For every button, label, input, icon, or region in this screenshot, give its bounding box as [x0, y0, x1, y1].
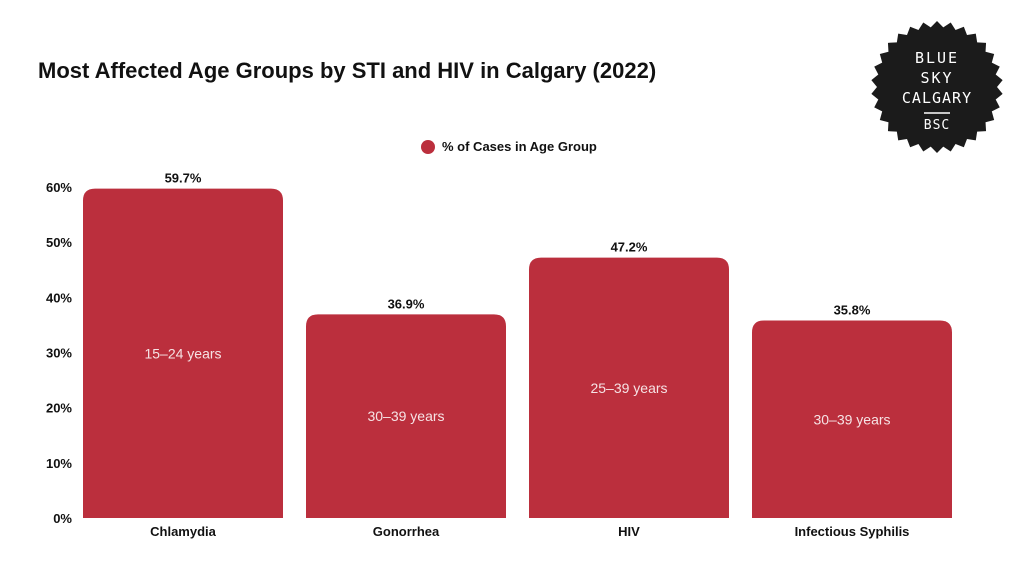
logo-monogram: BSC	[924, 118, 950, 133]
y-tick-label: 20%	[46, 401, 72, 416]
bar-age-label: 30–39 years	[813, 411, 890, 427]
y-tick-label: 50%	[46, 235, 72, 250]
blue-sky-calgary-logo: BLUE SKY CALGARY BSC	[871, 21, 1003, 153]
bar-chlamydia	[83, 188, 283, 518]
data-label: 59.7%	[165, 171, 202, 186]
legend-label: % of Cases in Age Group	[442, 139, 597, 154]
x-category-label: Chlamydia	[150, 524, 217, 539]
y-tick-label: 10%	[46, 456, 72, 471]
data-label: 47.2%	[611, 240, 648, 255]
bar-age-label: 30–39 years	[367, 408, 444, 424]
chart-title: Most Affected Age Groups by STI and HIV …	[38, 58, 657, 83]
logo-line-3: CALGARY	[902, 89, 972, 107]
bar-gonorrhea	[306, 314, 506, 518]
y-axis: 0% 10% 20% 30% 40% 50% 60%	[46, 180, 72, 526]
data-label: 35.8%	[834, 303, 871, 318]
logo-line-1: BLUE	[915, 49, 959, 67]
bar-hiv	[529, 257, 729, 518]
logo-line-2: SKY	[920, 69, 953, 87]
bars: 59.7% 15–24 years 36.9% 30–39 years 47.2% 25–…	[83, 171, 952, 518]
bar-age-label: 15–24 years	[144, 345, 221, 361]
bar-age-label: 25–39 years	[590, 380, 667, 396]
y-tick-label: 0%	[53, 511, 72, 526]
legend-swatch	[421, 140, 435, 154]
bar-infectious-syphilis	[752, 320, 952, 518]
x-category-label: HIV	[618, 524, 640, 539]
x-axis: Chlamydia Gonorrhea HIV Infectious Syphilis	[150, 524, 909, 539]
x-category-label: Gonorrhea	[373, 524, 440, 539]
logo-badge-shape	[871, 21, 1003, 153]
x-category-label: Infectious Syphilis	[795, 524, 910, 539]
y-tick-label: 30%	[46, 346, 72, 361]
y-tick-label: 40%	[46, 290, 72, 305]
y-tick-label: 60%	[46, 180, 72, 195]
legend: % of Cases in Age Group	[421, 139, 597, 154]
data-label: 36.9%	[388, 296, 425, 311]
